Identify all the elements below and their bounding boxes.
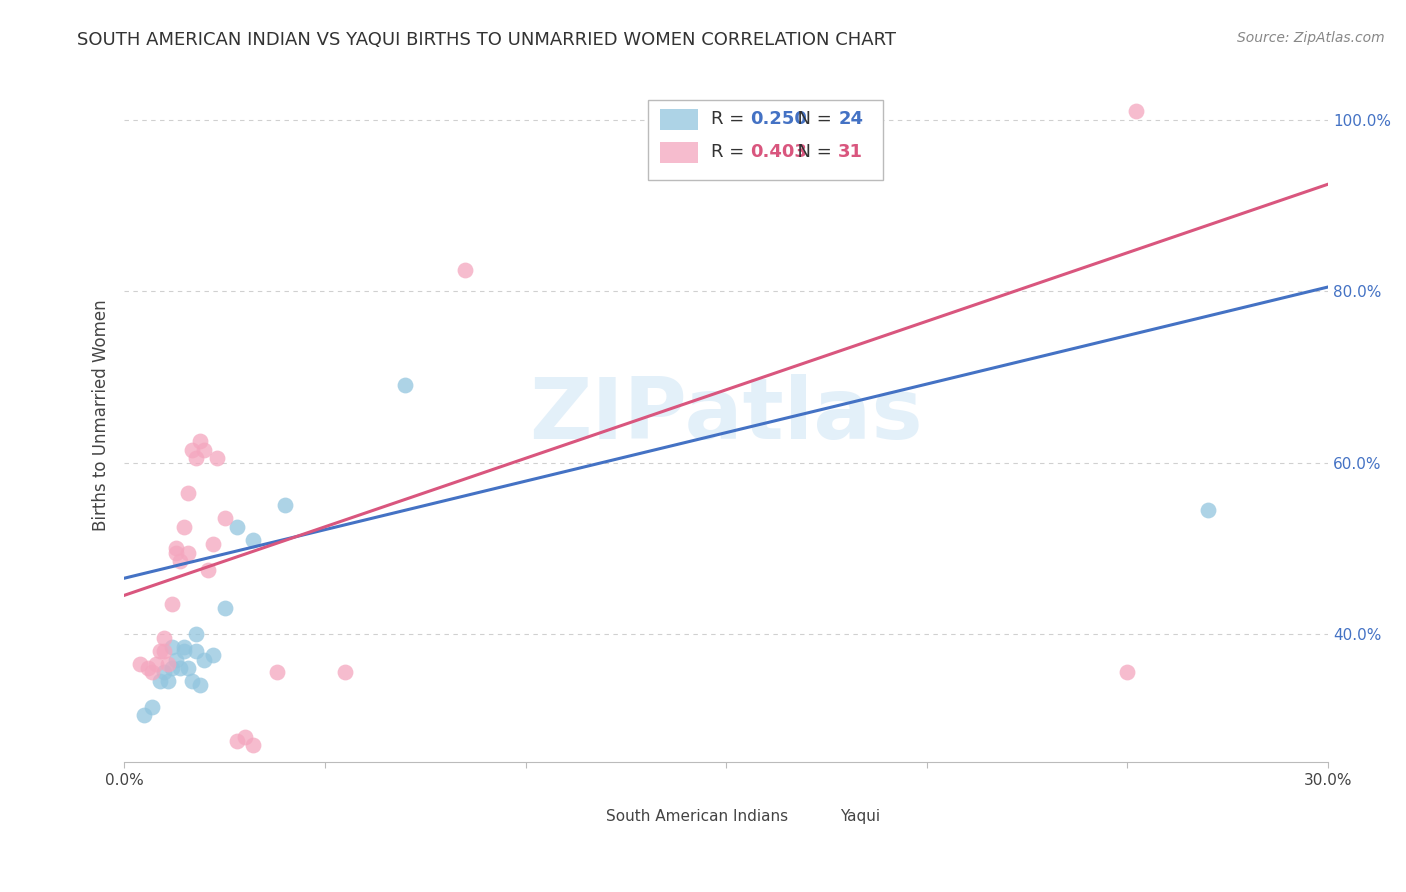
Point (181, 442, 204, 457)
Bar (569, 808, 599, 825)
Point (266, 665, 288, 680)
Point (214, 511, 236, 525)
Point (162, 640, 184, 654)
Point (181, 673, 204, 688)
Point (173, 640, 195, 654)
Bar (659, 109, 699, 129)
Point (193, 652, 215, 666)
Y-axis label: Births to Unmarried Women: Births to Unmarried Women (93, 300, 110, 532)
Text: R =: R = (710, 144, 749, 161)
Point (197, 563, 219, 577)
Point (205, 451, 228, 466)
Point (157, 673, 180, 688)
Point (169, 554, 191, 568)
Point (394, 378, 416, 392)
Point (149, 673, 172, 688)
Point (225, 734, 247, 748)
Point (193, 442, 215, 457)
Text: 0.250: 0.250 (751, 111, 807, 128)
Point (165, 541, 187, 556)
Point (141, 665, 163, 680)
Point (162, 597, 184, 611)
Point (153, 644, 176, 658)
Point (165, 652, 187, 666)
Text: 0.403: 0.403 (751, 144, 807, 161)
Point (162, 661, 184, 675)
Point (274, 499, 297, 513)
Point (454, 263, 477, 277)
Text: 31: 31 (838, 144, 863, 161)
Point (173, 520, 195, 534)
Point (157, 657, 180, 671)
Point (177, 661, 200, 675)
Point (145, 657, 167, 671)
Point (242, 739, 264, 753)
Text: SOUTH AMERICAN INDIAN VS YAQUI BIRTHS TO UNMARRIED WOMEN CORRELATION CHART: SOUTH AMERICAN INDIAN VS YAQUI BIRTHS TO… (77, 31, 897, 49)
Text: ZIPatlas: ZIPatlas (529, 374, 924, 457)
Point (173, 644, 195, 658)
Bar (804, 808, 834, 825)
Text: 24: 24 (838, 111, 863, 128)
Text: Source: ZipAtlas.com: Source: ZipAtlas.com (1237, 31, 1385, 45)
Text: N =: N = (786, 144, 838, 161)
Point (186, 627, 208, 641)
Point (177, 545, 200, 559)
Point (141, 699, 163, 714)
Point (149, 644, 172, 658)
Point (190, 434, 212, 449)
Point (153, 665, 176, 680)
Point (134, 708, 156, 723)
Text: R =: R = (710, 111, 749, 128)
Point (177, 485, 200, 500)
Point (153, 631, 176, 645)
Text: N =: N = (786, 111, 838, 128)
Text: South American Indians: South American Indians (606, 809, 787, 824)
FancyBboxPatch shape (648, 100, 883, 179)
Point (165, 545, 187, 559)
Point (201, 537, 224, 551)
Point (1125, 104, 1147, 119)
Bar (659, 142, 699, 163)
Point (169, 661, 191, 675)
Text: Yaqui: Yaqui (841, 809, 880, 824)
Point (1197, 502, 1219, 516)
Point (190, 678, 212, 692)
Point (201, 648, 224, 663)
Point (333, 665, 356, 680)
Point (186, 451, 208, 466)
Point (186, 644, 208, 658)
Point (136, 661, 159, 675)
Point (225, 520, 247, 534)
Point (242, 533, 264, 547)
Point (129, 657, 152, 671)
Point (233, 730, 256, 744)
Point (214, 601, 236, 615)
Point (1116, 665, 1139, 680)
